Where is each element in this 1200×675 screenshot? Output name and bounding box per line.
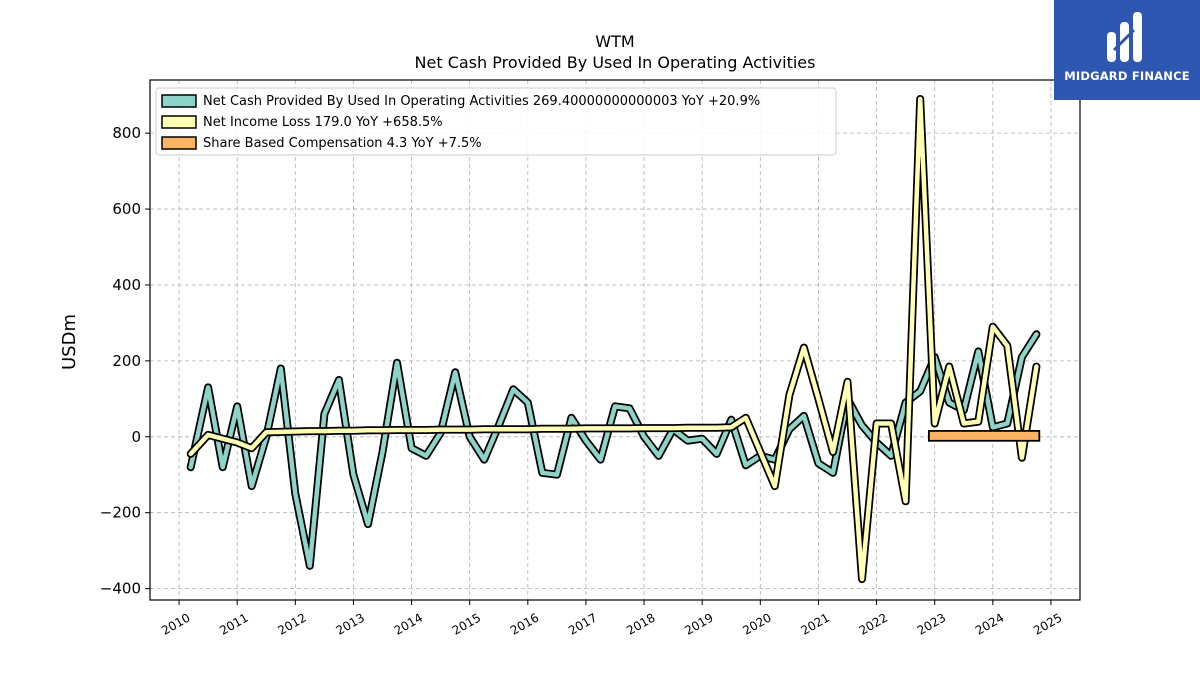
y-axis-label: USDm — [59, 314, 80, 370]
x-tick-label: 2011 — [217, 610, 250, 637]
x-tick-label: 2010 — [159, 610, 192, 637]
grid — [150, 80, 1080, 600]
x-tick-label: 2017 — [566, 610, 599, 637]
y-tick-label: 400 — [112, 276, 141, 294]
legend: Net Cash Provided By Used In Operating A… — [155, 87, 837, 156]
x-tick-label: 2012 — [275, 610, 308, 637]
x-tick-label: 2021 — [798, 610, 831, 637]
x-tick-label: 2016 — [508, 610, 541, 637]
x-axis: 2010 2011 2012 2013 2014 2015 2016 2017 2018 2019… — [159, 600, 1064, 638]
x-tick-label: 2024 — [973, 610, 1006, 637]
y-tick-label: −400 — [100, 580, 141, 598]
x-tick-label: 2020 — [740, 610, 773, 637]
series-layer — [186, 95, 1041, 584]
plot-frame — [149, 79, 1081, 601]
y-tick-label: 600 — [112, 200, 141, 218]
y-tick-label: −200 — [100, 504, 141, 522]
y-tick-label: 200 — [112, 352, 141, 370]
x-tick-label: 2025 — [1031, 610, 1064, 637]
legend-box — [155, 87, 837, 156]
legend-swatch-net-income — [161, 115, 197, 129]
logo-text: MIDGARD FINANCE — [1064, 69, 1190, 83]
x-tick-label: 2022 — [857, 610, 890, 637]
series-band-share-based-compensation — [927, 429, 1041, 442]
chart-subtitle: Net Cash Provided By Used In Operating A… — [415, 53, 816, 72]
brand-logo: MIDGARD FINANCE — [1054, 0, 1200, 100]
logo-mark-icon — [1107, 12, 1142, 62]
legend-label-net-income: Net Income Loss 179.0 YoY +658.5% — [203, 115, 443, 130]
x-tick-label: 2018 — [624, 610, 657, 637]
x-tick-label: 2023 — [915, 610, 948, 637]
x-tick-label: 2015 — [450, 610, 483, 637]
legend-label-share-based-comp: Share Based Compensation 4.3 YoY +7.5% — [203, 136, 482, 151]
legend-label-net-cash: Net Cash Provided By Used In Operating A… — [203, 94, 760, 109]
x-tick-label: 2013 — [333, 610, 366, 637]
legend-swatch-share-based-comp — [161, 136, 197, 150]
x-tick-label: 2014 — [392, 610, 425, 637]
y-axis: −400 −200 0 200 400 600 800 — [100, 124, 150, 598]
series-line-net-income-loss — [188, 96, 1039, 582]
y-tick-label: 800 — [112, 124, 141, 142]
legend-swatch-net-cash — [161, 94, 197, 108]
x-tick-label: 2019 — [682, 610, 715, 637]
y-tick-label: 0 — [131, 428, 141, 446]
chart-title: WTM — [595, 32, 634, 51]
